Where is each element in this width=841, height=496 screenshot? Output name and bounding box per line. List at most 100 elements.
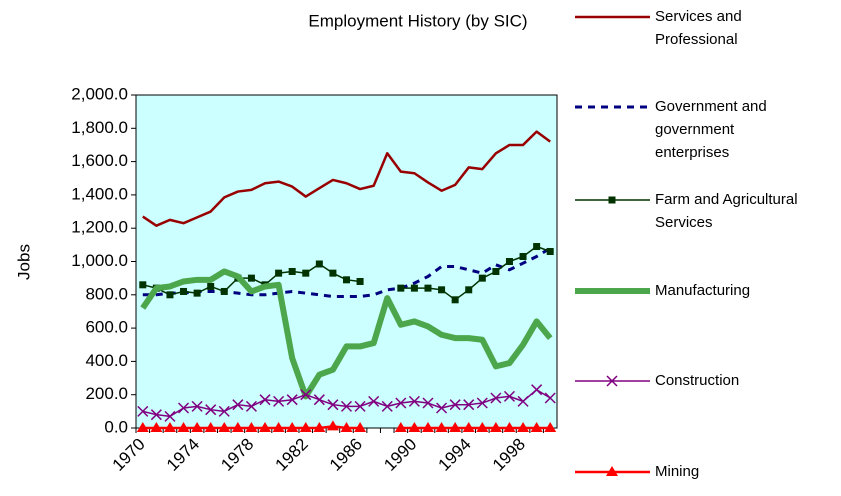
y-tick-label: 1,200.0 xyxy=(71,218,128,237)
marker xyxy=(150,422,163,432)
legend-marker xyxy=(606,466,618,476)
marker xyxy=(275,269,283,277)
marker xyxy=(204,422,217,432)
marker xyxy=(193,289,201,297)
marker xyxy=(421,422,434,432)
marker xyxy=(300,389,312,401)
marker xyxy=(164,410,176,422)
marker xyxy=(422,397,434,409)
x-tick-label: 1998 xyxy=(489,435,529,475)
marker xyxy=(503,390,515,402)
y-tick-label: 1,000.0 xyxy=(71,251,128,270)
marker xyxy=(205,404,217,416)
marker xyxy=(354,400,366,412)
series xyxy=(142,246,551,298)
marker xyxy=(218,405,230,417)
marker xyxy=(368,395,380,407)
marker xyxy=(356,277,364,285)
marker xyxy=(354,422,367,432)
marker xyxy=(395,397,407,409)
legend-marker xyxy=(606,375,618,387)
plot-area xyxy=(135,94,558,429)
marker xyxy=(245,400,257,412)
series-line xyxy=(142,130,551,227)
marker xyxy=(517,422,530,432)
marker xyxy=(438,286,446,294)
marker xyxy=(449,399,461,411)
x-tick-label: 1970 xyxy=(109,435,149,475)
y-tick-label: 600.0 xyxy=(85,318,128,337)
marker xyxy=(313,394,325,406)
marker xyxy=(207,282,215,290)
legend-label: Manufacturing xyxy=(655,282,751,299)
y-tick-label: 1,800.0 xyxy=(71,118,128,137)
y-tick-label: 1,600.0 xyxy=(71,151,128,170)
marker xyxy=(530,422,543,432)
marker xyxy=(531,384,543,396)
marker xyxy=(410,284,418,292)
marker xyxy=(340,400,353,412)
marker xyxy=(492,267,500,275)
x-tick-label: 1982 xyxy=(272,435,312,475)
marker xyxy=(546,248,554,256)
marker xyxy=(343,276,350,284)
marker xyxy=(476,422,489,432)
marker xyxy=(329,269,337,277)
marker xyxy=(302,269,310,277)
legend-marker xyxy=(606,375,618,387)
marker xyxy=(313,422,326,432)
legend-label: Services and Professional xyxy=(655,8,742,48)
marker xyxy=(218,422,231,432)
x-tick-label: 1994 xyxy=(435,435,475,475)
marker xyxy=(394,422,407,432)
marker xyxy=(139,281,147,289)
marker xyxy=(435,422,448,432)
marker xyxy=(191,422,204,432)
marker xyxy=(424,284,432,292)
marker xyxy=(178,402,190,414)
marker xyxy=(381,400,393,412)
marker xyxy=(465,286,473,294)
marker xyxy=(272,422,285,432)
y-tick-label: 2,000.0 xyxy=(71,84,128,103)
marker xyxy=(259,394,271,406)
marker xyxy=(489,422,502,432)
marker xyxy=(463,399,475,411)
y-tick-label: 200.0 xyxy=(85,384,128,403)
marker xyxy=(408,422,421,432)
marker xyxy=(327,399,339,411)
legend-marker xyxy=(608,196,616,204)
legend-marker xyxy=(608,196,616,204)
legend-label: Government and government enterprises xyxy=(655,98,767,161)
x-tick-label: 1990 xyxy=(380,435,420,475)
y-tick-label: 1,400.0 xyxy=(71,184,128,203)
marker xyxy=(544,422,557,432)
legend-label: Mining xyxy=(655,463,700,480)
series xyxy=(140,268,553,400)
marker xyxy=(451,296,459,304)
series xyxy=(136,420,557,432)
y-tick-label: 0.0 xyxy=(104,417,128,436)
marker xyxy=(247,274,255,282)
legend-label: Construction xyxy=(655,372,740,389)
y-axis-label: Jobs xyxy=(14,244,33,280)
marker xyxy=(286,422,299,432)
x-tick-label: 1986 xyxy=(326,435,366,475)
marker xyxy=(191,400,203,412)
marker xyxy=(273,395,285,407)
marker xyxy=(137,405,149,417)
marker xyxy=(288,267,296,275)
marker xyxy=(408,395,420,407)
marker xyxy=(476,397,488,409)
x-tick-label: 1974 xyxy=(163,435,203,475)
marker xyxy=(490,392,502,404)
marker xyxy=(544,392,556,404)
marker xyxy=(245,422,258,432)
series xyxy=(137,384,556,422)
marker xyxy=(326,420,339,431)
marker xyxy=(286,394,298,406)
marker xyxy=(315,260,323,268)
marker xyxy=(505,258,513,265)
